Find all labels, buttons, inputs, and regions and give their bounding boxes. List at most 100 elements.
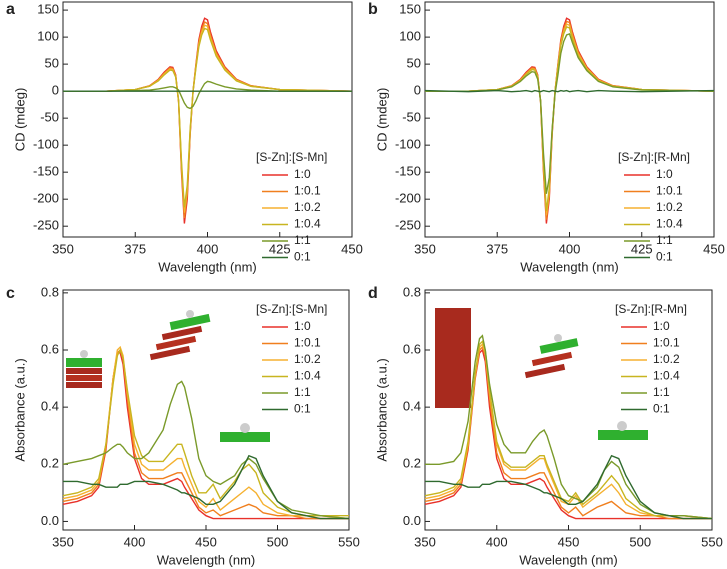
x-tick-label: 400 [197, 241, 219, 256]
legend-label: 1:0.2 [294, 200, 321, 214]
x-tick-label: 375 [124, 241, 146, 256]
legend-label: 1:0.1 [656, 184, 683, 198]
y-axis-title: CD (mdeg) [374, 88, 389, 152]
legend-label: 1:0 [656, 167, 673, 181]
y-axis-title: Absorbance (a.u.) [12, 358, 27, 461]
y-tick-label: -200 [33, 191, 59, 206]
y-tick-label: 100 [37, 29, 59, 44]
y-tick-label: 50 [45, 56, 59, 71]
data-line [62, 348, 349, 517]
y-tick-label: 50 [407, 56, 421, 71]
y-tick-label: 0.2 [41, 456, 59, 471]
x-tick-label: 550 [701, 534, 723, 549]
data-line [425, 32, 715, 194]
y-tick-label: 150 [399, 2, 421, 17]
data-line [424, 89, 715, 93]
data-line [62, 345, 350, 520]
legend-label: 0:1 [653, 402, 670, 416]
x-tick-label: 425 [269, 241, 291, 256]
x-tick-label: 350 [52, 241, 74, 256]
legend-label: 1:0.4 [294, 369, 321, 383]
panel-label: d [368, 285, 378, 302]
x-axis-title: Wavelength (nm) [520, 259, 619, 274]
legend-label: 1:0 [294, 319, 311, 333]
data-line [62, 380, 350, 520]
panel-label: b [368, 1, 378, 18]
x-tick-label: 350 [414, 241, 436, 256]
illustration [66, 308, 648, 442]
data-line [425, 454, 712, 520]
y-tick-label: 0 [52, 83, 59, 98]
y-tick-label: 0.4 [41, 399, 59, 414]
x-tick-label: 400 [124, 534, 146, 549]
legend-label: 1:0.1 [294, 184, 321, 198]
y-tick-label: 100 [399, 29, 421, 44]
x-axis-title: Wavelength (nm) [519, 552, 618, 567]
y-tick-label: -100 [395, 137, 421, 152]
y-tick-label: 0.4 [403, 399, 421, 414]
data-line [63, 454, 349, 520]
y-tick-label: -150 [33, 164, 59, 179]
y-tick-label: -250 [33, 218, 59, 233]
legend-label: 1:0.4 [294, 217, 321, 231]
legend-label: 0:1 [294, 402, 311, 416]
legend-label: 1:0.1 [294, 336, 321, 350]
x-tick-label: 450 [703, 241, 725, 256]
y-tick-label: -100 [33, 137, 59, 152]
y-tick-label: -50 [402, 110, 421, 125]
y-axis-title: CD (mdeg) [12, 88, 27, 152]
panel-label: a [6, 1, 15, 18]
x-tick-label: 350 [414, 534, 436, 549]
x-axis-title: Wavelength (nm) [158, 259, 257, 274]
y-axis-title: Absorbance (a.u.) [374, 358, 389, 461]
y-tick-label: -250 [395, 218, 421, 233]
y-tick-label: 0.8 [41, 284, 59, 299]
data-line [63, 27, 353, 208]
legend-label: 1:0.2 [294, 352, 321, 366]
legend-label: 1:1 [294, 233, 311, 247]
y-tick-label: 0.6 [403, 341, 421, 356]
y-tick-label: 150 [37, 2, 59, 17]
legend-title: [S-Zn]:[S-Mn] [256, 302, 327, 316]
legend-label: 1:0.4 [653, 369, 680, 383]
x-tick-label: 500 [629, 534, 651, 549]
data-line [63, 80, 352, 110]
panel-label: c [6, 285, 15, 302]
y-tick-label: 0.8 [403, 284, 421, 299]
y-tick-label: 0.2 [403, 456, 421, 471]
legend-title: [S-Zn]:[S-Mn] [256, 150, 327, 164]
legend-label: 0:1 [656, 250, 673, 264]
legend-label: 1:1 [656, 233, 673, 247]
y-tick-label: 0.6 [41, 341, 59, 356]
x-tick-label: 450 [195, 534, 217, 549]
y-tick-label: -50 [40, 110, 59, 125]
y-tick-label: -200 [395, 191, 421, 206]
y-tick-label: -150 [395, 164, 421, 179]
legend-title: [S-Zn]:[R-Mn] [618, 150, 690, 164]
legend-label: 1:0.2 [656, 200, 683, 214]
x-tick-label: 400 [559, 241, 581, 256]
legend-label: 1:0 [294, 167, 311, 181]
x-tick-label: 450 [341, 241, 363, 256]
y-tick-label: 0.0 [41, 513, 59, 528]
x-tick-label: 500 [267, 534, 289, 549]
y-tick-label: 0 [414, 83, 421, 98]
legend-label: 0:1 [294, 250, 311, 264]
x-tick-label: 400 [486, 534, 508, 549]
y-tick-label: 0.0 [403, 513, 421, 528]
x-tick-label: 350 [52, 534, 74, 549]
legend-label: 1:0 [653, 319, 670, 333]
x-tick-label: 375 [486, 241, 508, 256]
x-tick-label: 425 [631, 241, 653, 256]
x-tick-label: 550 [338, 534, 360, 549]
legend-label: 1:1 [294, 385, 311, 399]
legend-label: 1:0.4 [656, 217, 683, 231]
legend-label: 1:0.1 [653, 336, 680, 350]
legend-title: [S-Zn]:[R-Mn] [615, 302, 687, 316]
data-line [424, 340, 713, 520]
legend-label: 1:0.2 [653, 352, 680, 366]
legend-label: 1:1 [653, 385, 670, 399]
x-axis-title: Wavelength (nm) [157, 552, 256, 567]
data-line [425, 334, 713, 520]
